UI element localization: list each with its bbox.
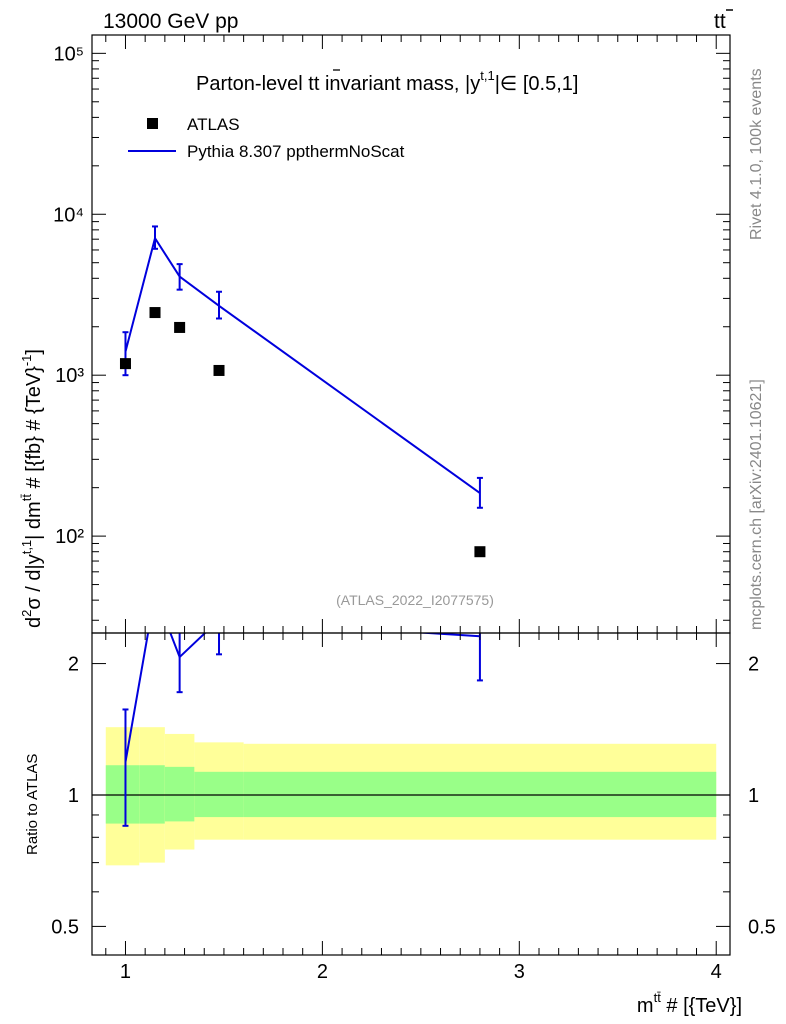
atlas-data-point: [174, 321, 186, 333]
ratio-y-axis-label: Ratio to ATLAS: [24, 754, 41, 855]
legend-atlas-marker: [147, 118, 158, 129]
atlas-data-point: [213, 364, 225, 376]
ratio-y-tick-label-right: 2: [748, 654, 759, 676]
mcplots-label: mcplots.cern.ch [arXiv:2401.10621]: [748, 379, 765, 630]
main-panel: 10² 10³ 10⁴ 10⁵ Parton-level tt invariant m…: [19, 34, 731, 634]
process-label: tt: [714, 10, 726, 33]
x-tick-label: 4: [711, 961, 722, 983]
main-y-tick-label: 10³: [55, 365, 84, 387]
ratio-y-tick-label-left: 0.5: [51, 916, 79, 938]
ratio-y-tick-label-right: 1: [748, 785, 759, 807]
legend-atlas-label: ATLAS: [187, 115, 240, 134]
main-y-axis-label: d2σ / d|yt,1| dmtt̄ # [{fb} # {TeV}-1]: [19, 349, 45, 628]
ratio-panel: 0.5 0.5 1 1 2 2 1 2 3 4 Ratio to ATLAS: [24, 632, 776, 983]
x-axis-label: mtt̄ # [{TeV}]: [637, 990, 742, 1017]
ratio-y-tick-label-left: 1: [68, 785, 79, 807]
x-tick-label: 3: [514, 961, 525, 983]
energy-label: 13000 GeV pp: [103, 10, 238, 33]
atlas-data-point: [119, 358, 131, 370]
chart-title: Parton-level tt invariant mass, |yt,1|∈ …: [196, 68, 578, 95]
ratio-frame: [91, 632, 731, 956]
ratio-y-tick-label-right: 0.5: [748, 916, 776, 938]
main-y-tick-label: 10⁵: [53, 43, 84, 65]
main-y-tick-label: 10²: [55, 526, 84, 548]
x-tick-label: 1: [120, 961, 131, 983]
ratio-inner-band: [164, 766, 195, 822]
ratio-y-tick-label-left: 2: [68, 654, 79, 676]
atlas-data-point: [149, 307, 161, 319]
main-y-tick-label: 10⁴: [53, 204, 84, 226]
atlas-data-point: [474, 546, 486, 558]
legend: ATLAS Pythia 8.307 ppthermNoScat: [128, 115, 405, 161]
legend-pythia-label: Pythia 8.307 ppthermNoScat: [187, 142, 405, 161]
analysis-watermark: (ATLAS_2022_I2077575): [336, 592, 494, 608]
rivet-label: Rivet 4.1.0, 100k events: [748, 68, 765, 240]
x-tick-label: 2: [317, 961, 328, 983]
